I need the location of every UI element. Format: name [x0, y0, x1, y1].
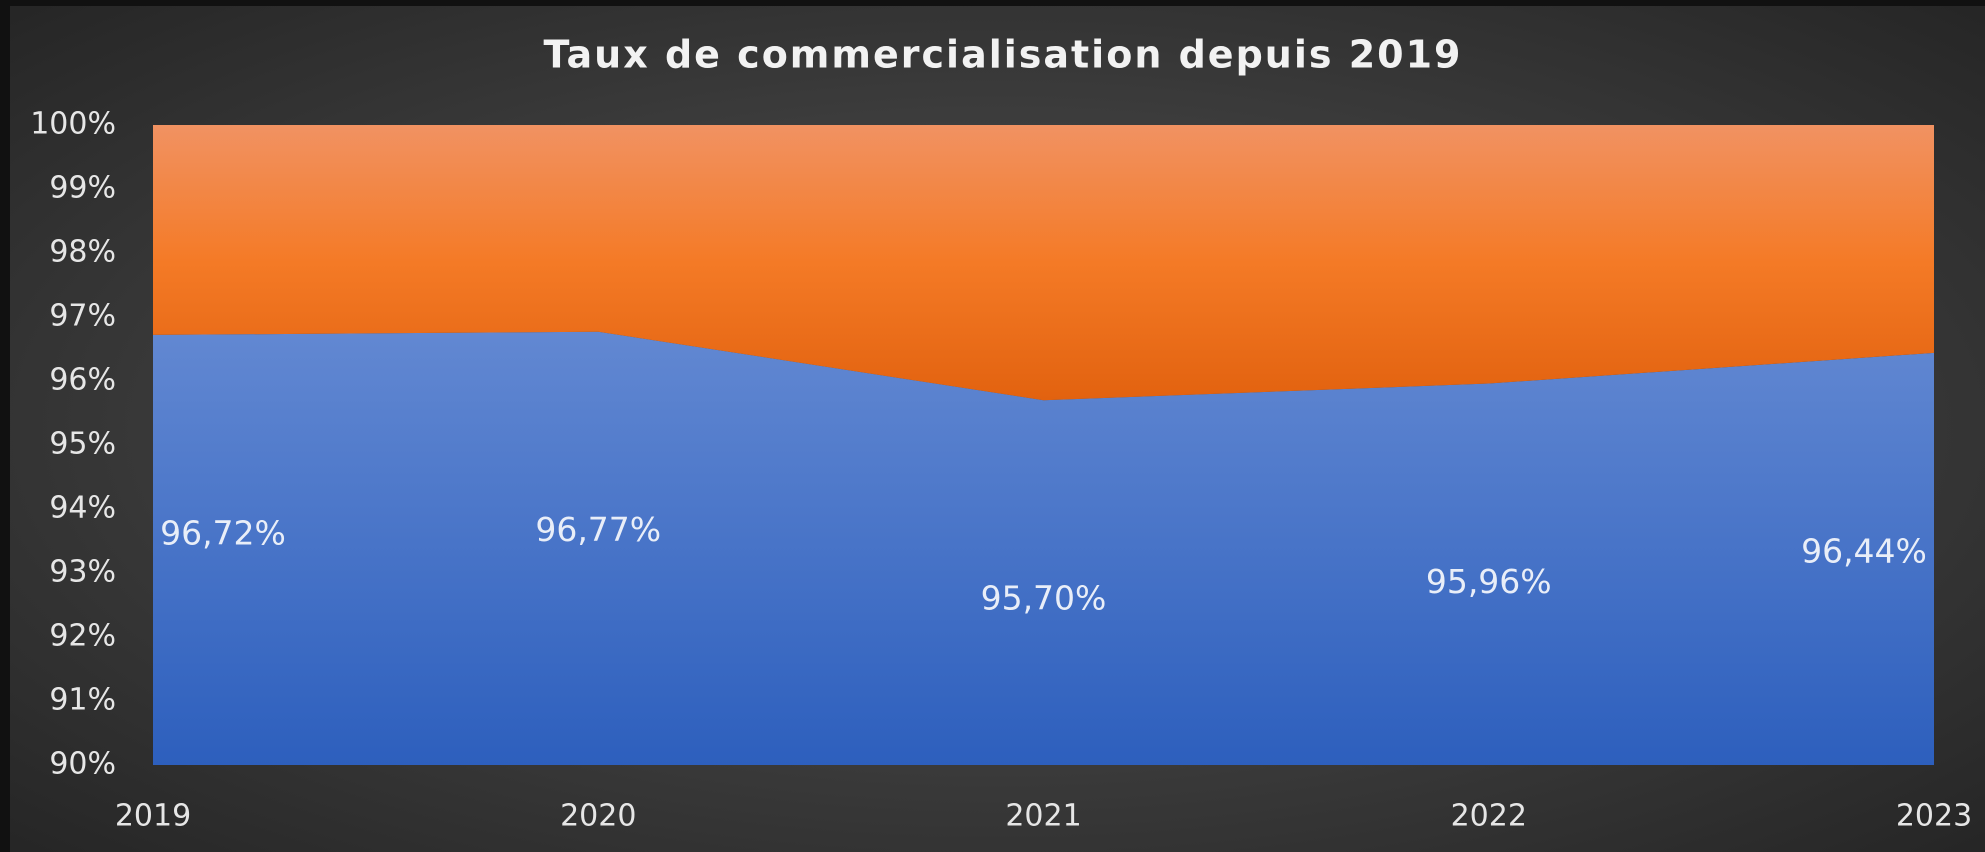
area [153, 125, 1934, 401]
x-tick-label: 2020 [560, 799, 636, 834]
y-tick-label: 95% [49, 427, 116, 462]
data-label: 96,44% [1801, 531, 1927, 570]
y-tick-label: 97% [49, 299, 116, 334]
x-tick-label: 2023 [1896, 799, 1972, 834]
y-tick-label: 99% [49, 171, 116, 206]
y-tick-label: 96% [49, 363, 116, 398]
data-label: 96,77% [535, 510, 661, 549]
data-label: 96,72% [160, 513, 286, 552]
y-tick-label: 94% [49, 491, 116, 526]
y-tick-label: 100% [30, 107, 116, 142]
y-tick-label: 90% [49, 747, 116, 782]
data-label: 95,96% [1426, 562, 1552, 601]
area [153, 331, 1934, 765]
x-tick-label: 2021 [1005, 799, 1081, 834]
chart-title: Taux de commercialisation depuis 2019 [544, 33, 1463, 77]
x-tick-label: 2019 [115, 799, 191, 834]
y-tick-label: 93% [49, 555, 116, 590]
data-label: 95,70% [981, 579, 1107, 618]
y-tick-label: 98% [49, 235, 116, 270]
y-tick-label: 91% [49, 683, 116, 718]
y-tick-label: 92% [49, 619, 116, 654]
x-tick-label: 2022 [1451, 799, 1527, 834]
